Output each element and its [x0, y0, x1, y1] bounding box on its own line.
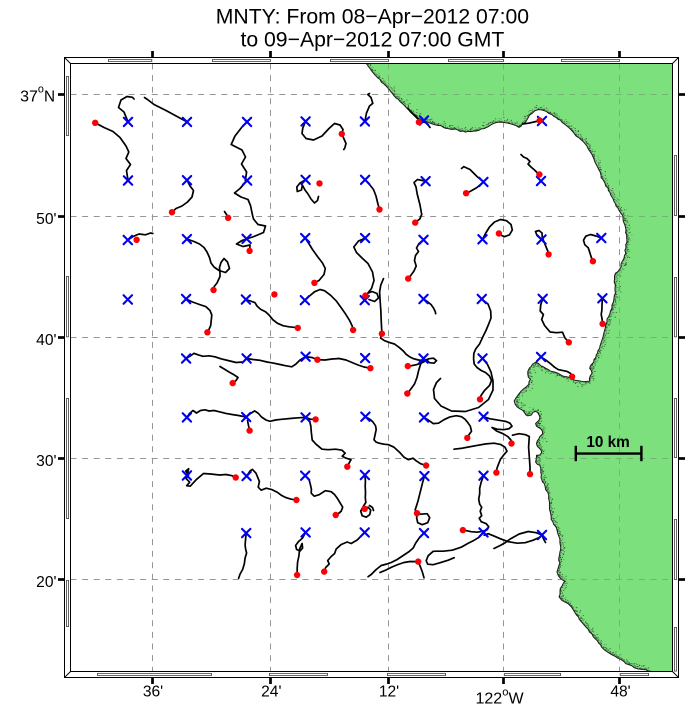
- svg-text:48': 48': [610, 683, 630, 700]
- svg-text:30': 30': [36, 453, 56, 470]
- svg-text:to 09−Apr−2012 07:00 GMT: to 09−Apr−2012 07:00 GMT: [240, 28, 504, 51]
- svg-text:20': 20': [36, 574, 56, 591]
- svg-text:36': 36': [143, 683, 163, 700]
- svg-text:10 km: 10 km: [586, 434, 629, 451]
- svg-text:122oW: 122oW: [476, 686, 525, 707]
- svg-text:24': 24': [261, 683, 281, 700]
- svg-text:37oN: 37oN: [20, 84, 55, 106]
- svg-text:40': 40': [36, 332, 56, 349]
- svg-text:MNTY: From 08−Apr−2012 07:00: MNTY: From 08−Apr−2012 07:00: [216, 5, 529, 28]
- svg-text:12': 12': [379, 683, 399, 700]
- svg-text:50': 50': [36, 211, 56, 228]
